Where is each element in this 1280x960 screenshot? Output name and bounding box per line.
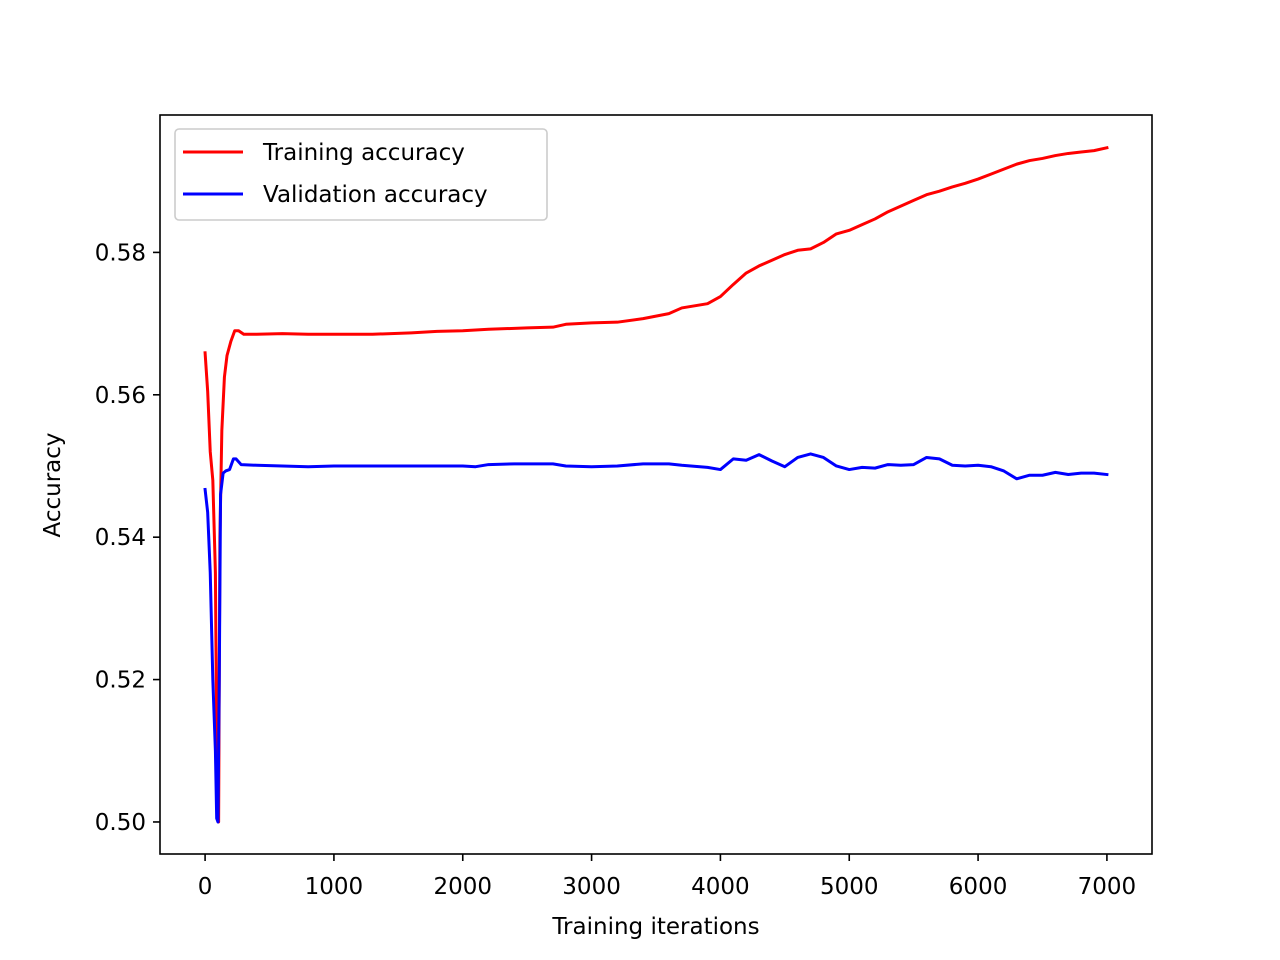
y-tick-label: 0.56: [95, 383, 146, 409]
y-axis-label: Accuracy: [40, 432, 66, 537]
y-tick-label: 0.54: [95, 525, 146, 551]
plot-frame: [159, 114, 1153, 855]
x-tick-label: 2000: [433, 874, 492, 900]
legend-label-training: Training accuracy: [262, 140, 465, 166]
series-line-training: [203, 145, 1109, 824]
series-line-validation: [203, 452, 1109, 824]
x-tick-label: 4000: [691, 874, 750, 900]
y-tick-label: 0.58: [95, 240, 146, 266]
y-tick-label: 0.50: [95, 810, 146, 836]
series-layer: [203, 145, 1109, 824]
x-tick-label: 7000: [1078, 874, 1137, 900]
x-tick-label: 1000: [305, 874, 364, 900]
x-axis-ticks: 0 1000 2000 3000 4000 5000 6000 7000: [198, 854, 1136, 900]
x-axis-label: Training iterations: [551, 914, 759, 940]
y-axis-ticks: 0.50 0.52 0.54 0.56 0.58: [95, 240, 160, 836]
y-tick-label: 0.52: [95, 668, 146, 694]
legend: Training accuracy Validation accuracy: [174, 128, 548, 221]
x-tick-label: 3000: [562, 874, 621, 900]
x-tick-label: 0: [198, 874, 213, 900]
legend-box: [174, 128, 548, 221]
x-tick-label: 6000: [949, 874, 1008, 900]
legend-label-validation: Validation accuracy: [263, 182, 488, 208]
x-tick-label: 5000: [820, 874, 879, 900]
